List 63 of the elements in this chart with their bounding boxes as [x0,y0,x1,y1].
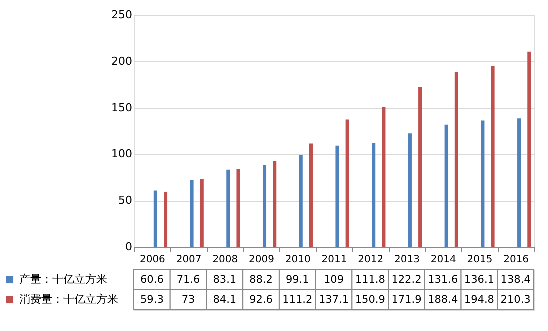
bar [226,170,230,247]
data-label: 73 [182,294,196,306]
y-tick-label: 250 [112,8,132,22]
x-tick-label: 2006 [140,254,166,266]
data-label: 111.2 [282,294,313,306]
legend-label: 产量：十亿立方米 [20,273,108,286]
data-label: 194.8 [464,294,494,306]
legend-label: 消费量：十亿立方米 [20,293,118,306]
data-label: 60.6 [140,274,164,286]
bar [236,168,240,247]
bar [309,144,313,247]
data-label: 99.1 [286,274,310,286]
data-label: 210.3 [500,294,531,306]
data-label: 59.3 [140,294,164,306]
bar [444,124,448,247]
y-tick-label: 150 [112,101,132,114]
data-label: 92.6 [250,294,274,306]
data-label: 111.8 [355,274,386,286]
y-tick-label: 50 [118,194,132,208]
data-label: 122.2 [392,274,422,286]
bar [518,118,522,247]
bar [408,134,412,247]
data-label: 136.1 [464,274,494,286]
data-label: 83.1 [213,274,237,286]
x-tick-label: 2010 [285,254,311,266]
x-tick-label: 2011 [322,254,348,266]
data-label: 109 [324,274,344,286]
x-tick-label: 2008 [212,254,238,266]
bar [491,66,495,247]
bar [481,120,485,247]
y-tick-label: 100 [112,148,132,161]
bar [528,52,532,247]
data-label: 71.6 [176,274,201,286]
bar [273,161,277,247]
x-tick-label: 2016 [504,254,530,266]
bar [346,120,350,247]
x-tick-label: 2015 [467,254,493,266]
data-label: 188.4 [428,294,458,306]
y-tick-label: 200 [112,54,132,68]
x-tick-label: 2014 [430,254,456,266]
bar [418,87,422,247]
bar [190,180,194,247]
data-label: 84.1 [213,294,237,306]
bar [382,106,386,247]
data-label: 137.1 [318,294,350,306]
data-label: 88.2 [250,274,273,286]
y-tick-label: 0 [126,240,132,254]
x-tick-label: 2007 [176,254,202,266]
bar [200,179,204,247]
bar [372,143,376,247]
bar [154,190,158,247]
x-tick-label: 2013 [394,254,420,266]
data-label: 150.9 [355,294,386,306]
bar [454,72,458,247]
bar [164,192,168,247]
x-tick-label: 2012 [358,254,384,266]
x-tick-label: 2009 [249,254,274,266]
bar [336,146,340,247]
bar [299,155,303,247]
bar [262,165,267,247]
data-label: 171.9 [392,294,422,306]
data-label: 138.4 [500,274,532,286]
data-label: 131.6 [428,274,458,286]
